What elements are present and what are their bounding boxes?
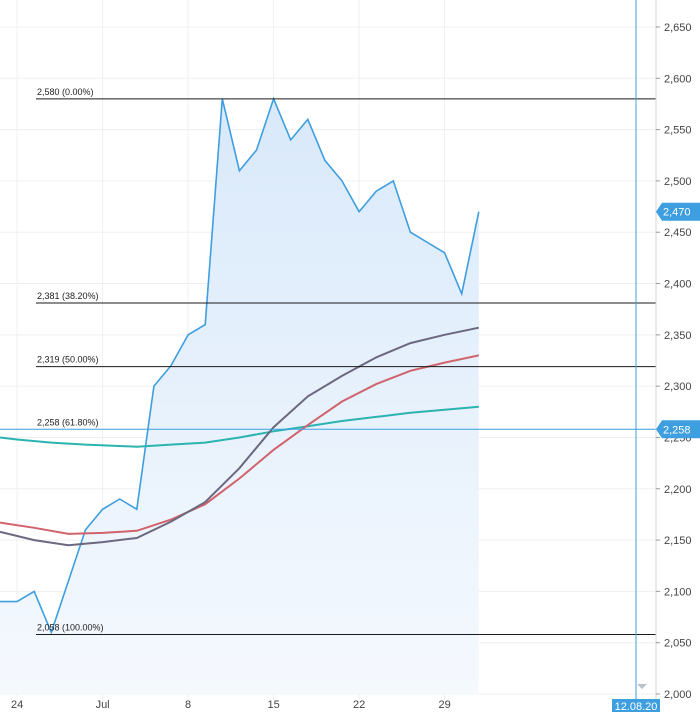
scroll-down-icon[interactable]: [637, 684, 647, 689]
x-tick-label: 15: [267, 699, 279, 711]
x-cursor-badge-label: 12.08.20: [615, 701, 658, 712]
y-tick-label: 2,400: [664, 279, 692, 291]
x-tick-label: 22: [353, 699, 365, 711]
y-tick-label: 2,150: [664, 535, 692, 547]
fib-level-label: 2,058 (100.00%): [37, 622, 104, 632]
y-axis[interactable]: 2,0002,0502,1002,1502,2002,2502,3002,350…: [656, 22, 692, 701]
y-tick-label: 2,600: [664, 73, 692, 85]
x-tick-label: 24: [11, 699, 23, 711]
x-axis[interactable]: 24 Jul 8 15 22 29: [11, 699, 451, 711]
y-value-badge: [656, 202, 700, 221]
x-tick-label: Jul: [96, 699, 110, 711]
fib-level-label: 2,258 (61.80%): [37, 417, 99, 427]
x-cursor-badge: [612, 699, 660, 712]
y-tick-label: 2,550: [664, 125, 692, 137]
y-tick-label: 2,050: [664, 638, 692, 650]
y-value-badge-label: 2,470: [663, 207, 691, 219]
y-tick-label: 2,500: [664, 176, 692, 188]
moving-average-line-2[interactable]: [0, 354, 480, 535]
fib-level-label: 2,580 (0.00%): [37, 87, 94, 97]
x-tick-label: 8: [185, 699, 191, 711]
y-tick-label: 2,300: [664, 381, 692, 393]
y-tick-label: 2,100: [664, 586, 692, 598]
fibonacci-levels: 2,580 (0.00%) 2,381 (38.20%) 2,319 (50.00%…: [0, 87, 656, 635]
price-line[interactable]: [0, 96, 480, 635]
price-area: [0, 98, 479, 695]
y-tick-label: 2,200: [664, 484, 692, 496]
y-tick-label: 2,000: [664, 689, 692, 701]
moving-average-line-1[interactable]: [0, 405, 479, 448]
y-value-badge: [656, 420, 700, 439]
y-tick-label: 2,350: [664, 330, 692, 342]
moving-average-line-3[interactable]: [0, 326, 480, 547]
y-value-badge-label: 2,258: [663, 424, 691, 436]
fib-level-label: 2,319 (50.00%): [37, 355, 99, 365]
y-tick-label: 2,650: [664, 22, 692, 34]
fib-level-label: 2,381 (38.20%): [37, 291, 99, 301]
x-tick-label: 29: [438, 699, 450, 711]
y-tick-label: 2,450: [664, 227, 692, 239]
